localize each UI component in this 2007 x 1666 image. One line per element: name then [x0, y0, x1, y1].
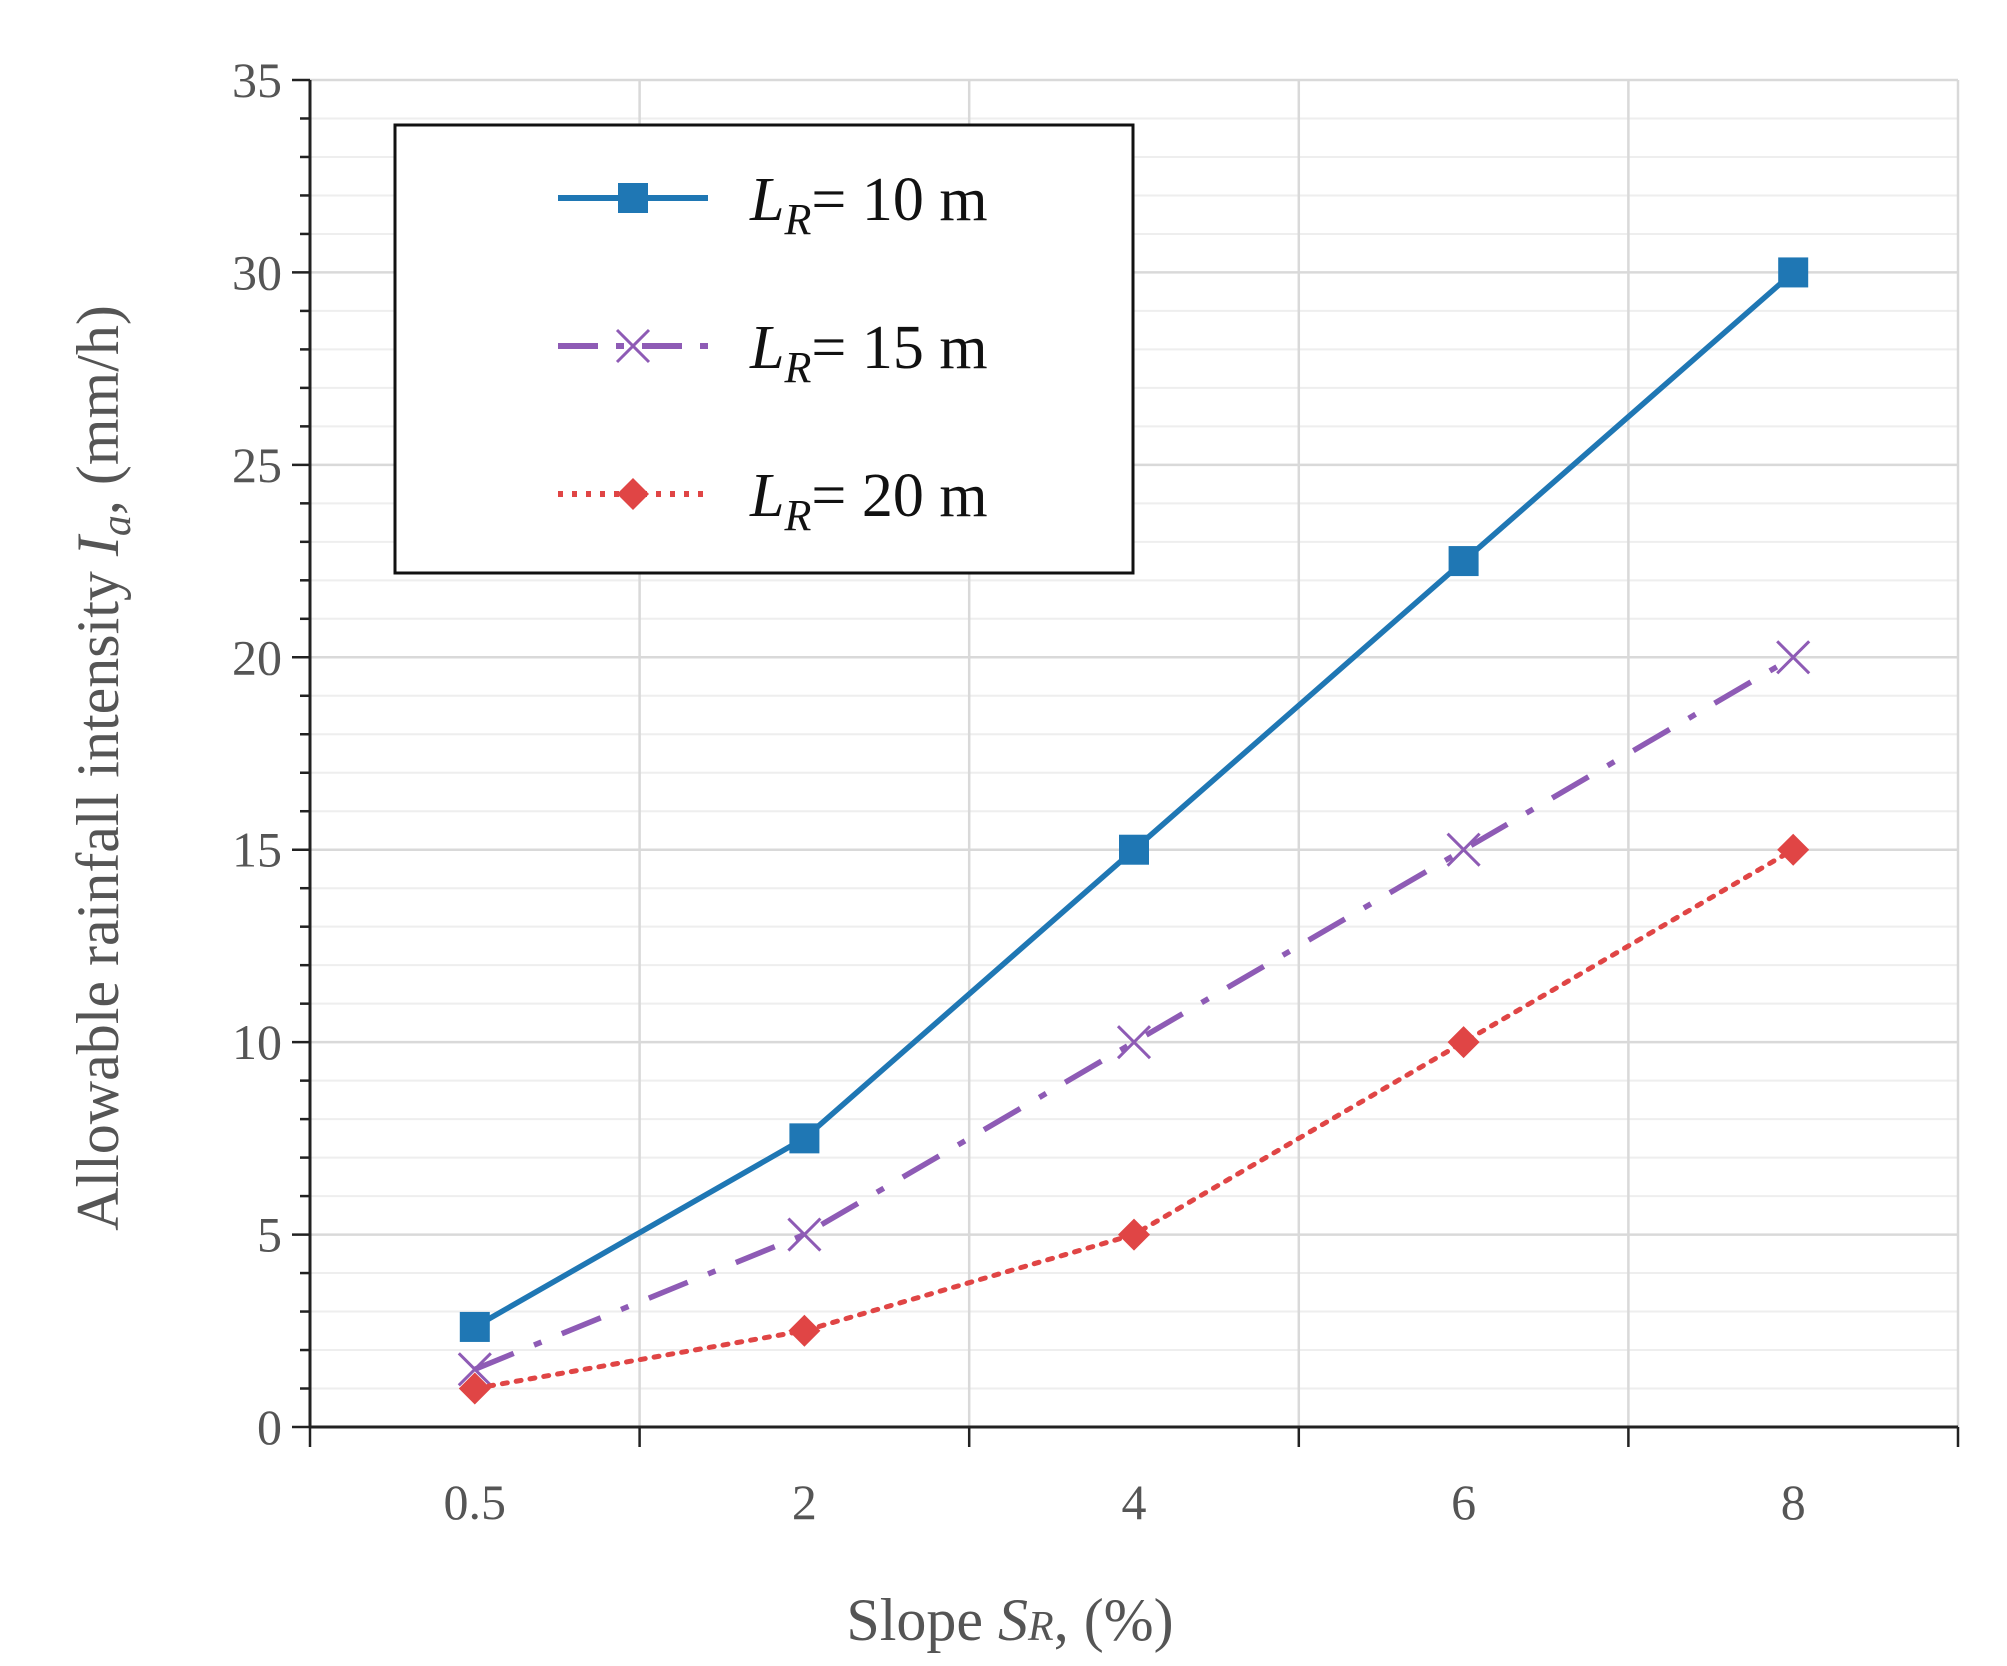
legend-marker: [618, 183, 648, 213]
y-tick-label: 25: [232, 437, 282, 493]
data-point: [1778, 257, 1809, 288]
legend-label-sub: R: [783, 195, 811, 244]
y-tick-label: 5: [257, 1207, 282, 1263]
series-line: [473, 654, 1795, 1372]
series-2: [457, 640, 1811, 1387]
x-axis-title: Slope SR, (%): [846, 1587, 1173, 1653]
data-point: [1776, 640, 1811, 675]
data-point: [1118, 1218, 1150, 1251]
legend-item-1: LR= 10 m: [558, 166, 988, 244]
data-point: [1447, 1026, 1480, 1059]
y-tick-label: 0: [257, 1399, 282, 1455]
data-point: [458, 1372, 491, 1405]
marker-stroke: [615, 328, 651, 364]
y-tick-label: 35: [232, 52, 282, 108]
axes: 0 5 10 15 20 25 30 35 0.5 2 4 6 8: [232, 52, 1960, 1530]
series-3: [458, 833, 1810, 1405]
y-tick-label: 10: [232, 1014, 282, 1070]
x-tick-label: 2: [792, 1474, 817, 1530]
y-axis-title-suffix: , (mm/h): [65, 305, 131, 515]
legend-label: LR= 15 m: [749, 314, 988, 392]
legend: LR= 10 mLR= 15 mLR= 20 m: [393, 123, 1135, 575]
x-tick-label: 4: [1122, 1474, 1147, 1530]
y-axis-title: Allowable rainfall intensity Ia, (mm/h): [65, 305, 140, 1231]
data-point: [1446, 832, 1481, 867]
data-point: [459, 1311, 490, 1342]
marker-stroke: [1776, 640, 1811, 675]
legend-item-3: LR= 20 m: [558, 462, 988, 540]
y-axis-title-sub: a: [94, 515, 140, 536]
legend-label-symbol: L: [749, 462, 784, 530]
data-point: [787, 1217, 822, 1252]
data-point: [1119, 834, 1149, 865]
y-tick-label: 30: [232, 244, 282, 300]
marker-stroke: [1116, 1025, 1152, 1060]
legend-label: LR= 20 m: [749, 462, 988, 540]
legend-label: LR= 10 m: [749, 166, 988, 244]
x-axis-title-suffix: , (%): [1054, 1587, 1174, 1653]
marker-stroke: [457, 1352, 492, 1387]
y-axis-title-symbol: I: [65, 533, 131, 557]
legend-label-sub: R: [783, 491, 811, 540]
marker-stroke: [787, 1217, 822, 1252]
series-layer: [457, 257, 1811, 1405]
legend-label-sub: R: [783, 343, 811, 392]
y-tick-label: 20: [232, 629, 282, 685]
y-tick-label: 15: [232, 822, 282, 878]
marker-stroke: [1446, 832, 1481, 867]
legend-label-symbol: L: [749, 166, 784, 234]
x-tick-label: 0.5: [444, 1474, 507, 1530]
legend-label-rest: = 10 m: [811, 166, 987, 234]
data-point: [1116, 1025, 1152, 1060]
legend-label-rest: = 15 m: [811, 314, 987, 382]
data-point: [457, 1352, 492, 1387]
legend-item-2: LR= 15 m: [558, 314, 988, 392]
data-point: [1777, 833, 1810, 866]
x-axis-title-prefix: Slope: [846, 1587, 998, 1653]
legend-box: [393, 123, 1135, 575]
legend-items: LR= 10 mLR= 15 mLR= 20 m: [558, 166, 988, 540]
x-axis-title-symbol: S: [998, 1587, 1028, 1653]
legend-marker: [617, 478, 649, 510]
x-tick-label: 8: [1781, 1474, 1806, 1530]
legend-marker: [615, 328, 651, 364]
x-tick-label: 6: [1451, 1474, 1476, 1530]
series-1: [459, 257, 1809, 1342]
legend-label-rest: = 20 m: [811, 462, 987, 530]
legend-label-symbol: L: [749, 314, 784, 382]
data-point: [788, 1314, 821, 1347]
data-point: [1448, 546, 1479, 577]
x-axis-title-sub: R: [1027, 1604, 1054, 1650]
y-axis-title-prefix: Allowable rainfall intensity: [65, 556, 131, 1231]
data-point: [789, 1123, 820, 1154]
